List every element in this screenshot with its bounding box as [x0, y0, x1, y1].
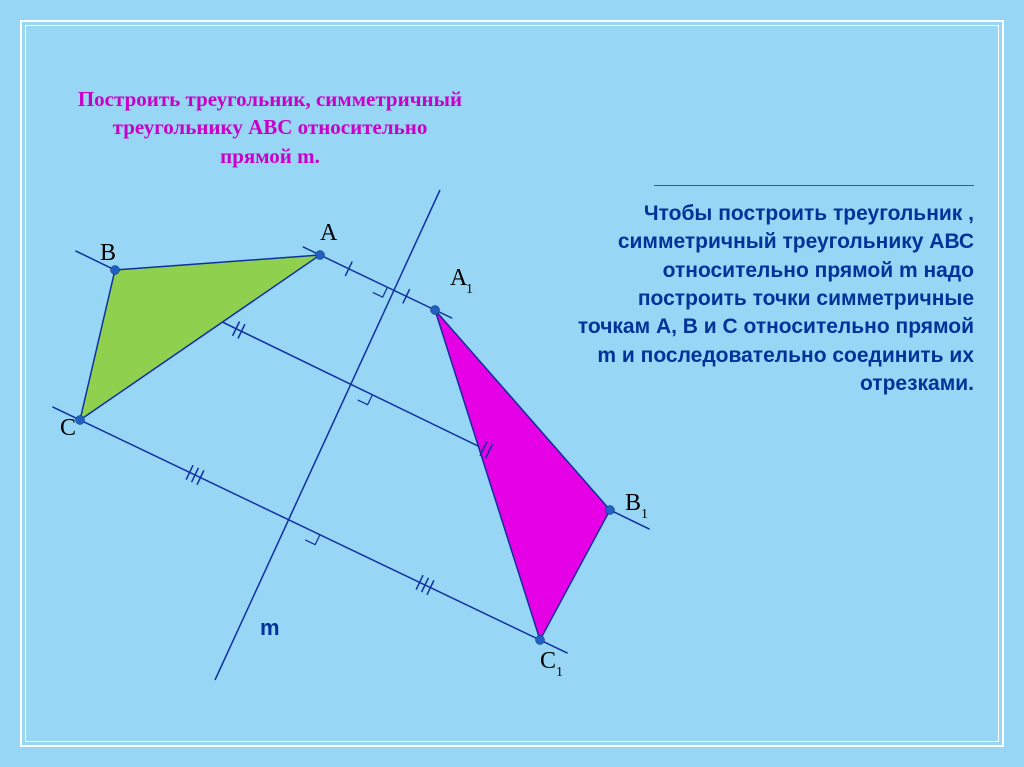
point-A [316, 251, 325, 260]
task-title: Построить треугольник, симметричный треу… [40, 85, 500, 170]
point-B1 [606, 506, 615, 515]
title-line2: треугольнику АВС относительно [113, 115, 428, 139]
label-m: m [260, 615, 280, 640]
label-A: A [320, 220, 338, 246]
triangle-A1B1C1 [435, 310, 610, 640]
svg-text:1: 1 [466, 282, 473, 297]
svg-text:1: 1 [641, 507, 648, 522]
geometry-diagram: ABCA1B1C1m [40, 200, 680, 690]
point-A1 [431, 306, 440, 315]
label-B1: B [625, 490, 641, 516]
triangle-ABC [80, 255, 320, 420]
svg-text:1: 1 [556, 665, 563, 680]
point-C1 [536, 636, 545, 645]
diagram-svg: ABCA1B1C1m [40, 200, 680, 690]
label-C1: C [540, 648, 556, 674]
divider-line [654, 185, 974, 186]
title-line1: Построить треугольник, симметричный [78, 87, 462, 111]
title-line3: прямой m. [220, 144, 320, 168]
label-C: C [60, 415, 76, 441]
label-B: B [100, 240, 116, 266]
point-C [76, 416, 85, 425]
point-B [111, 266, 120, 275]
